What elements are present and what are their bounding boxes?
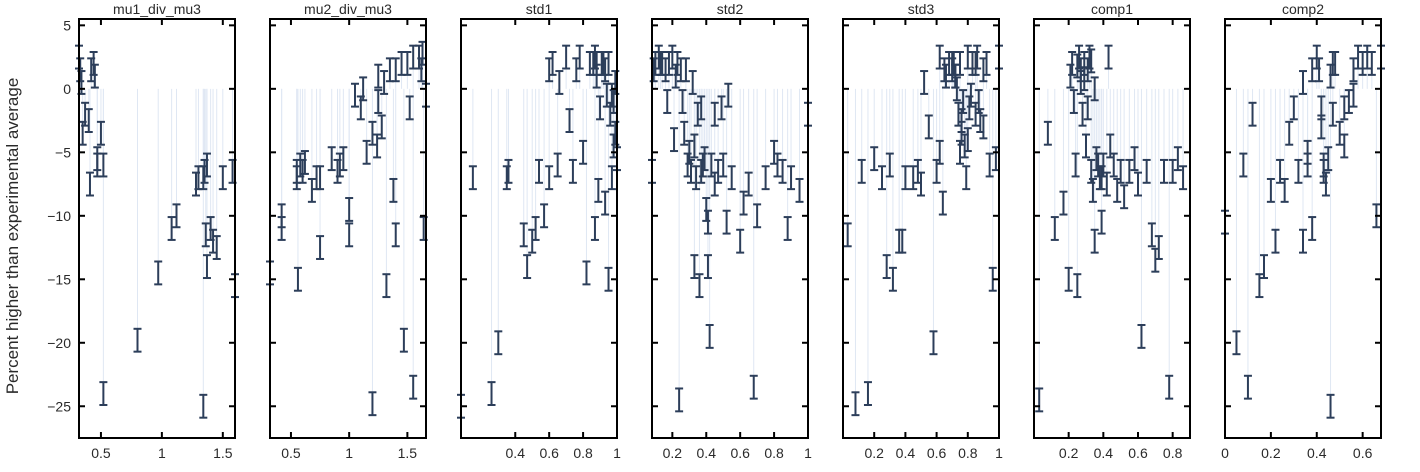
panel-title: comp1 — [1091, 1, 1133, 17]
x-tick-label: 0.2 — [1059, 445, 1079, 461]
panel-frame — [269, 18, 427, 439]
panel-title: mu2_div_mu3 — [304, 1, 392, 17]
y-axis-label: Percent higher than experimental average — [3, 77, 22, 395]
x-tick-label: 0.4 — [1094, 445, 1114, 461]
y-tick-label: −5 — [55, 144, 71, 160]
panel-frame — [1224, 18, 1382, 439]
panel-title: std2 — [717, 1, 744, 17]
x-tick-label: 0.6 — [927, 445, 947, 461]
y-tick-label: 5 — [63, 17, 71, 33]
panel-title: std3 — [908, 1, 935, 17]
panel-frame — [1033, 18, 1191, 439]
x-tick-label: 0.4 — [896, 445, 916, 461]
x-tick-label: 1.5 — [398, 445, 418, 461]
x-tick-label: 0.6 — [539, 445, 559, 461]
x-tick-label: 0 — [1221, 445, 1229, 461]
x-tick-label: 0.2 — [864, 445, 884, 461]
x-tick-label: 0.4 — [1307, 445, 1327, 461]
panel-title: std1 — [526, 1, 553, 17]
y-tick-label: −25 — [47, 398, 71, 414]
x-tick-label: 0.8 — [1163, 445, 1183, 461]
x-tick-label: 0.6 — [1128, 445, 1148, 461]
y-tick-label: −10 — [47, 208, 71, 224]
x-tick-label: 0.8 — [764, 445, 784, 461]
panel-frame — [651, 18, 809, 439]
panel-frame — [78, 18, 236, 439]
x-tick-label: 0.2 — [663, 445, 683, 461]
x-tick-label: 1 — [995, 445, 1003, 461]
panel-frame — [842, 18, 1000, 439]
x-tick-label: 1 — [804, 445, 812, 461]
panel-frame — [460, 18, 618, 439]
x-tick-label: 0.6 — [1353, 445, 1373, 461]
x-tick-label: 0.4 — [506, 445, 526, 461]
x-tick-label: 0.8 — [958, 445, 978, 461]
x-tick-label: 0.2 — [1261, 445, 1281, 461]
x-tick-label: 0.5 — [91, 445, 111, 461]
x-tick-label: 0.8 — [573, 445, 593, 461]
x-tick-label: 1.5 — [213, 445, 233, 461]
x-tick-label: 1 — [345, 445, 353, 461]
x-tick-label: 1 — [158, 445, 166, 461]
x-tick-label: 1 — [613, 445, 621, 461]
panel-title: mu1_div_mu3 — [113, 1, 201, 17]
x-tick-label: 0.5 — [281, 445, 301, 461]
x-tick-label: 0.4 — [697, 445, 717, 461]
y-tick-label: −20 — [47, 335, 71, 351]
y-tick-label: −15 — [47, 271, 71, 287]
panel-title: comp2 — [1282, 1, 1324, 17]
y-tick-label: 0 — [63, 81, 71, 97]
x-tick-label: 0.6 — [730, 445, 750, 461]
